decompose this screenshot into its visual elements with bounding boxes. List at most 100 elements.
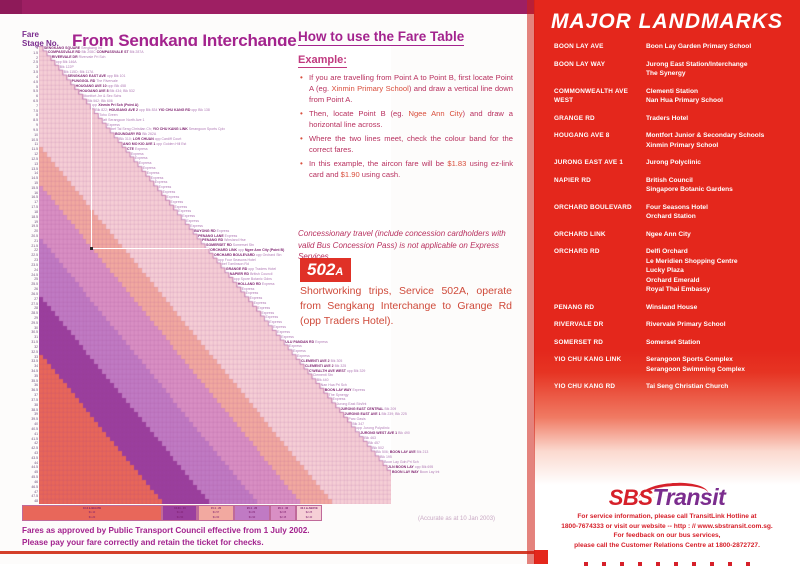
bus-stop-label: bef Tai Seng Christian Ch; YIO CHU KANG … bbox=[111, 127, 225, 132]
landmark-row: ORCHARD BOULEVARD Four Seasons Hotel Orcha… bbox=[554, 203, 794, 222]
fare-stage-number: 8 bbox=[36, 113, 38, 118]
landmark-row: ORCHARD LINK Ngee Ann City bbox=[554, 230, 794, 240]
legend-cash: $2.15 bbox=[279, 515, 287, 519]
fare-stage-number: 37.5 bbox=[31, 397, 38, 402]
fare-stage-number: 18 bbox=[34, 209, 38, 214]
how-to-bullet-list: If you are travelling from Point A to Po… bbox=[298, 72, 513, 180]
bus-stop-label: ANG MO KIO AVE 1 opp Golden Hill Est bbox=[123, 141, 187, 146]
bus-stop-label: Blk 195 bbox=[380, 455, 392, 460]
bus-stop-label: Express bbox=[269, 320, 283, 325]
bus-stop-label: opp Xinmin Pri Sch (Point A) bbox=[91, 103, 139, 108]
bus-stop-label: bef Tomlinson Rd bbox=[221, 262, 249, 267]
bus-stop-label: NAPIER RD British Council bbox=[229, 272, 273, 277]
landmark-place: Singapore Botanic Gardens bbox=[646, 186, 733, 193]
fare-stage-number: 13.5 bbox=[31, 166, 38, 171]
landmark-place: Ngee Ann City bbox=[646, 230, 691, 238]
bus-stop-label: Express bbox=[265, 315, 279, 320]
bus-stop-label: opp Four Seasons Hotel bbox=[217, 257, 256, 262]
bus-stop-label: Express bbox=[186, 219, 199, 224]
fare-stage-number: 2 bbox=[36, 55, 38, 60]
landmark-row: NAPIER RD British Council Singapore Botani… bbox=[554, 176, 794, 195]
fare-stage-number: 13 bbox=[34, 161, 38, 166]
bus-stop-label: Express bbox=[182, 214, 196, 219]
legend-cash: $1.60 bbox=[212, 515, 220, 519]
landmark-place: Nan Hua Primary School bbox=[646, 97, 723, 104]
sbs-wordmark: SBS bbox=[608, 485, 653, 510]
landmark-row: PENANG RD Winsland House bbox=[554, 303, 794, 313]
landmark-place: Traders Hotel bbox=[646, 114, 689, 122]
how-to-bullet: Then, locate Point B (eg. Ngee Ann City)… bbox=[300, 108, 513, 130]
bus-stop-label: Blk 502 bbox=[372, 445, 384, 450]
footer-line2: Please pay your fare correctly and retai… bbox=[22, 537, 264, 547]
bus-stop-label: ORCHARD LINK opp Ngee Ann City (Point B) bbox=[210, 247, 285, 252]
landmark-road: YIO CHU KANG LINK bbox=[554, 356, 622, 363]
landmark-road: PENANG RD bbox=[554, 303, 595, 311]
legend-range: 15.1 - 20 bbox=[210, 507, 222, 510]
fare-stage-number: 33 bbox=[34, 354, 38, 359]
bus-stop-label: Blk 310; LOR CHUAN opp Cardiff Court bbox=[119, 137, 182, 142]
fare-stage-number: 34.5 bbox=[31, 369, 38, 373]
bus-stop-label: Toho Green bbox=[99, 112, 118, 117]
fare-stage-number-column: 1 1.5 2 2.5 3 3.5 4 4.5 5 5.5 6 6.5 7 7.5 8 8.5 9 9.5 10 10… bbox=[22, 46, 38, 504]
legend-cash: $1.20 bbox=[88, 515, 96, 519]
bus-stop-label: SENGKANG EAST AVE opp Blk 101 bbox=[67, 74, 126, 79]
fare-stage-number: 5 bbox=[36, 84, 38, 89]
fare-stage-number: 32.5 bbox=[31, 349, 38, 354]
fare-stage-number: 39.5 bbox=[31, 417, 38, 422]
fare-stage-number: 30.5 bbox=[31, 330, 38, 335]
bus-stop-label: Express bbox=[107, 122, 120, 127]
fare-stage-number: 19.5 bbox=[31, 224, 38, 229]
fare-stage-number: 22.5 bbox=[31, 253, 38, 258]
bus-stop-label: Express bbox=[190, 223, 203, 228]
fare-stage-number: 40 bbox=[34, 422, 38, 427]
fare-stage-number: 43.5 bbox=[31, 455, 38, 460]
bus-stop-label: ORCHARD BOULEVARD opp Orchard Stn bbox=[214, 252, 282, 257]
dot bbox=[728, 562, 732, 566]
fare-stage-number: 9 bbox=[36, 123, 38, 128]
fare-stage-number: 28.5 bbox=[31, 311, 38, 316]
bus-stop-label: The Synergy bbox=[328, 392, 349, 397]
fare-stage-number: 40.5 bbox=[31, 426, 38, 431]
bus-stop-label: JURONG EAST AVE 1 Blk 239; Blk 225 bbox=[344, 411, 407, 416]
bus-stop-label: Parc Oasis bbox=[348, 416, 366, 421]
fare-stage-number: 16 bbox=[34, 190, 38, 195]
legend-range: 10.6 & BELOW bbox=[82, 507, 102, 510]
landmark-road: YIO CHU KANG RD bbox=[554, 383, 616, 390]
landmark-place: Jurong Polyclinic bbox=[646, 159, 701, 166]
fare-stage-number: 21.5 bbox=[31, 243, 38, 248]
fare-stage-number: 36.5 bbox=[31, 388, 38, 393]
fare-stage-number: 14 bbox=[34, 171, 38, 176]
footer-note: Fares as approved by Public Transport Co… bbox=[22, 525, 310, 548]
fare-stage-number: 26.5 bbox=[31, 291, 38, 296]
fare-stage-number: 37 bbox=[34, 393, 38, 398]
landmark-place: Rivervale Primary School bbox=[646, 321, 726, 328]
fare-stage-number: 12 bbox=[34, 152, 38, 157]
fare-stage-number: 42.5 bbox=[31, 446, 38, 451]
fare-legend-cell: 10.61 - 15 $1.40 $1.50 bbox=[162, 505, 198, 521]
footer-line1: Fares as approved by Public Transport Co… bbox=[22, 526, 310, 535]
fare-stage-number: 33.5 bbox=[31, 359, 38, 364]
legend-ezlink: $2.05 bbox=[279, 511, 287, 515]
dot-divider bbox=[534, 553, 800, 571]
example-heading: Example: bbox=[298, 54, 347, 68]
legend-cash: $1.90 bbox=[248, 515, 256, 519]
fare-stage-number: 12.5 bbox=[31, 156, 38, 161]
fare-stage-no-label: Fare Stage No. bbox=[22, 30, 59, 48]
bus-stop-label: Express bbox=[273, 325, 286, 330]
landmark-places: Ngee Ann City bbox=[646, 230, 794, 240]
fare-stage-number: 35.5 bbox=[31, 378, 38, 383]
bus-stop-label: JLN BOON LAY opp Blk 695 bbox=[388, 464, 434, 469]
bus-stop-label: Express bbox=[154, 180, 168, 185]
top-magenta-bar bbox=[0, 0, 534, 14]
fare-stage-number: 14.5 bbox=[31, 176, 38, 181]
bus-stop-label: HOUGANG AVE 8 Blk 434; Blk 532 bbox=[79, 88, 135, 93]
top-magenta-bar-accent bbox=[0, 0, 22, 14]
landmark-place: Xinmin Primary School bbox=[646, 141, 719, 149]
bus-stop-label: Express bbox=[146, 170, 160, 175]
fare-stage-number: 41.5 bbox=[31, 436, 38, 441]
landmark-places: Jurong Polyclinic bbox=[646, 158, 794, 168]
landmark-row: YIO CHU KANG RD Tai Seng Christian Church bbox=[554, 382, 794, 392]
landmark-place: Jurong East Station/Interchange bbox=[646, 60, 748, 68]
bus-stop-label: Blk 562; Blk 606 bbox=[87, 98, 113, 103]
fare-stage-number: 17 bbox=[34, 200, 38, 205]
